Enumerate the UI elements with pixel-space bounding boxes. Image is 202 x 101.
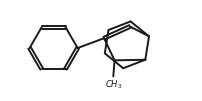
- Text: CH$_3$: CH$_3$: [104, 78, 122, 91]
